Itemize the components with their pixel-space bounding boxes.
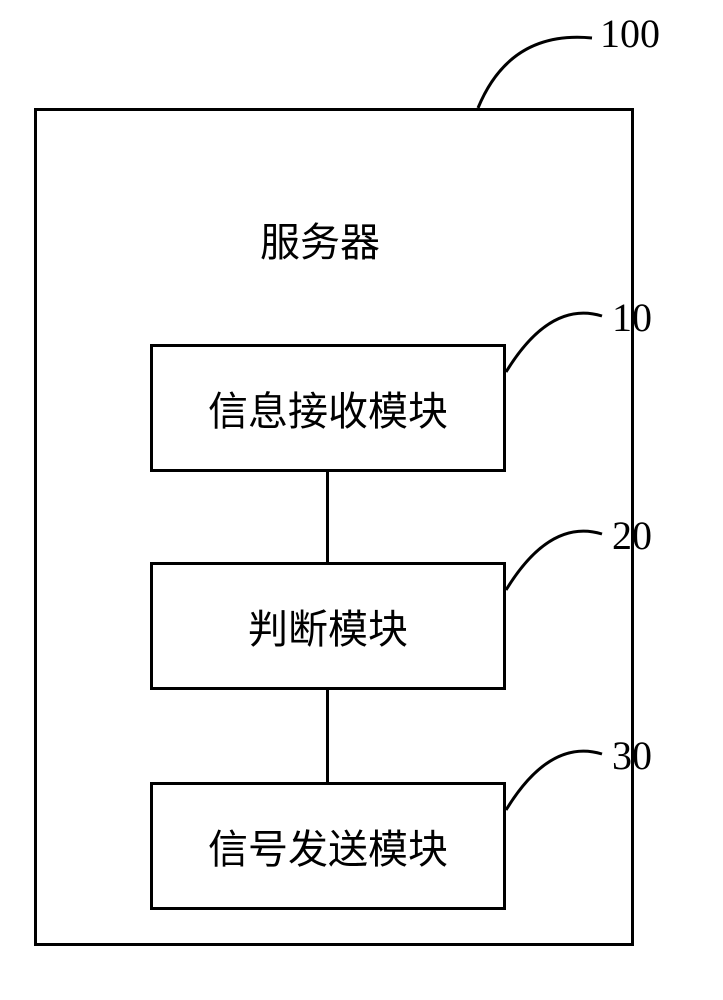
callout-30-label: 30 (612, 732, 652, 779)
node-20-box: 判断模块 (150, 562, 506, 690)
callout-20-label: 20 (612, 512, 652, 559)
node-30-label: 信号发送模块 (208, 817, 448, 875)
callout-100-label: 100 (600, 10, 660, 57)
node-10-box: 信息接收模块 (150, 344, 506, 472)
node-10-label: 信息接收模块 (208, 379, 448, 437)
diagram-canvas: 服务器 信息接收模块 判断模块 信号发送模块 100 10 20 30 (0, 0, 723, 1000)
edge-10-20 (326, 472, 329, 562)
edge-20-30 (326, 690, 329, 782)
node-30-box: 信号发送模块 (150, 782, 506, 910)
callout-100-arc (478, 37, 592, 108)
server-title: 服务器 (260, 210, 380, 268)
callout-10-label: 10 (612, 294, 652, 341)
node-20-label: 判断模块 (248, 597, 408, 655)
